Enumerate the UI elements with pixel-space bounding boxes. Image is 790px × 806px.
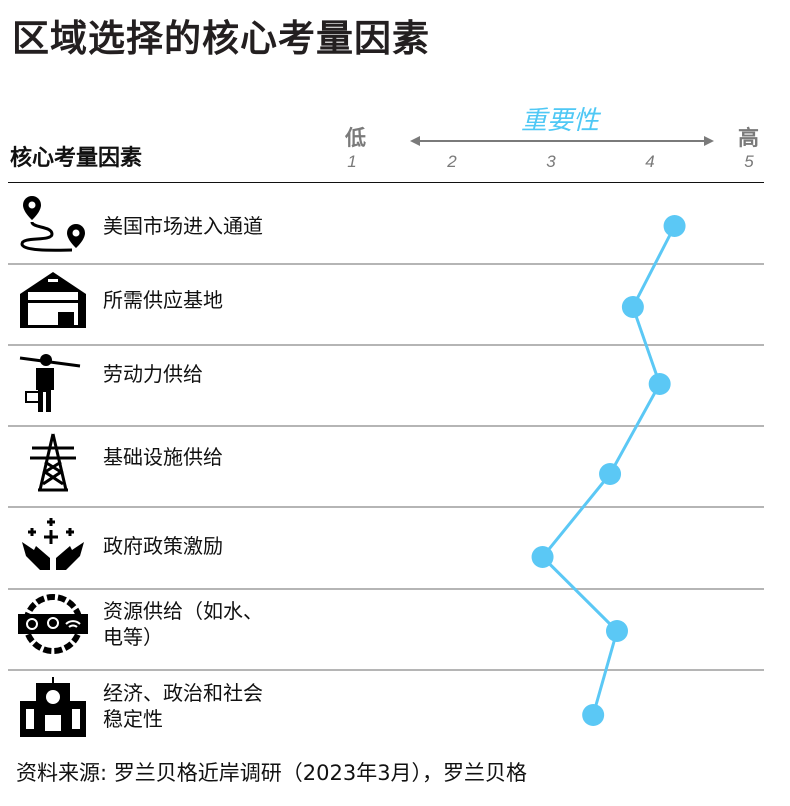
row-divider (8, 344, 764, 346)
warehouse-icon (20, 272, 86, 328)
row-label: 劳动力供给 (103, 362, 203, 386)
power-tower-icon (30, 433, 76, 492)
worker-icon (19, 354, 81, 412)
column-header: 核心考量因素 (10, 146, 143, 171)
data-point (605, 620, 628, 642)
source-note: 资料来源: 罗兰贝格近岸调研（2023年3月），罗兰贝格 (16, 761, 528, 785)
row-label: 经济、政治和社会 稳定性 (103, 681, 263, 731)
data-point (621, 296, 644, 318)
row-divider (8, 669, 764, 671)
government-building-icon (20, 677, 86, 737)
row-divider (8, 263, 764, 265)
tick-label: 5 (744, 152, 754, 171)
data-point (582, 704, 605, 726)
data-point (648, 373, 671, 395)
row-label: 资源供给（如水、 电等） (103, 599, 263, 649)
tick-label: 3 (546, 152, 556, 171)
page-title: 区域选择的核心考量因素 (12, 17, 430, 60)
row-label: 基础设施供给 (103, 445, 223, 469)
tick-label: 1 (347, 152, 357, 171)
header-rule (8, 182, 764, 183)
row-label: 美国市场进入通道 (103, 214, 263, 238)
row-label: 政府政策激励 (103, 534, 223, 558)
tick-label: 4 (645, 152, 655, 171)
data-point (599, 463, 622, 485)
data-point (663, 215, 686, 237)
tick-label: 2 (447, 152, 457, 171)
axis-arrow (410, 136, 714, 146)
hands-plus-icon (22, 518, 84, 570)
axis-title: 重要性 (520, 106, 599, 136)
high-label: 高 (738, 126, 759, 150)
row-label: 所需供应基地 (103, 288, 223, 312)
resources-gear-icon (18, 594, 88, 654)
row-divider (8, 506, 764, 508)
data-point (531, 546, 554, 568)
low-label: 低 (345, 126, 366, 150)
row-divider (8, 588, 764, 590)
map-route-icon (20, 196, 85, 252)
row-divider (8, 425, 764, 427)
